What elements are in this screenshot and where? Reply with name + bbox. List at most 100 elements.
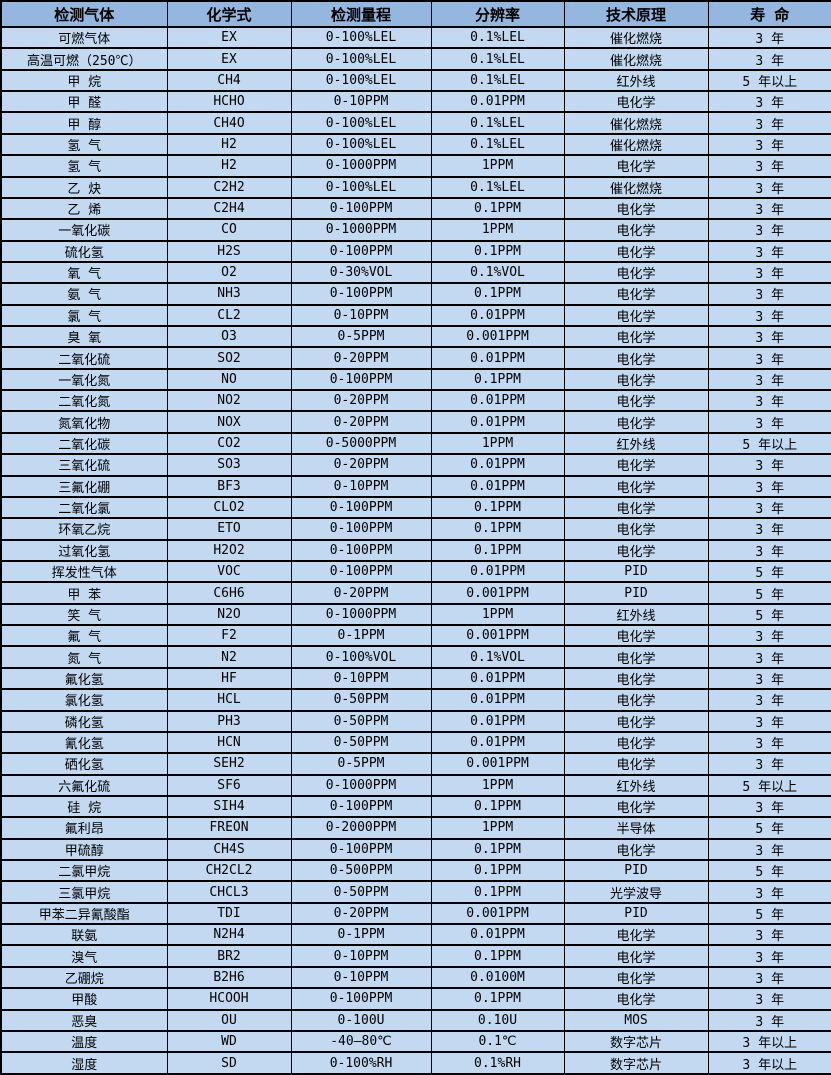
cell-life: 3 年 bbox=[707, 645, 831, 669]
cell-principle: 催化燃烧 bbox=[563, 132, 709, 157]
cell-formula: N2 bbox=[166, 645, 292, 669]
cell-formula: F2 bbox=[166, 624, 292, 648]
table-row: 一氧化碳 CO 0-1000PPM 1PPM 电化学 3 年 bbox=[0, 218, 831, 242]
cell-gas: 氟利昂 bbox=[0, 816, 168, 840]
cell-range: 0-100PPM bbox=[290, 495, 432, 520]
cell-formula: C2H4 bbox=[166, 196, 292, 221]
cell-range: 0-2000PPM bbox=[290, 816, 432, 840]
table-row: 磷化氢 PH3 0-50PPM 0.01PPM 电化学 3 年 bbox=[0, 709, 831, 733]
cell-life: 3 年 bbox=[707, 453, 831, 477]
cell-gas: 联氨 bbox=[0, 923, 168, 947]
cell-range: 0-20PPM bbox=[290, 389, 432, 413]
cell-range: 0-100%VOL bbox=[290, 645, 432, 669]
cell-range: 0-10PPM bbox=[290, 666, 432, 691]
table-row: 二氧化氮 NO2 0-20PPM 0.01PPM 电化学 3 年 bbox=[0, 389, 831, 413]
cell-resolution: 1PPM bbox=[430, 154, 565, 178]
cell-principle: 电化学 bbox=[563, 260, 709, 285]
cell-gas: 乙硼烷 bbox=[0, 965, 168, 990]
cell-formula: HCL bbox=[166, 688, 292, 712]
cell-range: 0-5PPM bbox=[290, 325, 432, 349]
cell-resolution: 0.1PPM bbox=[430, 239, 565, 263]
cell-formula: OU bbox=[166, 1008, 292, 1032]
cell-life: 3 年 bbox=[707, 965, 831, 990]
cell-resolution: 0.01PPM bbox=[430, 666, 565, 691]
cell-formula: CH4O bbox=[166, 111, 292, 135]
cell-gas: 挥发性气体 bbox=[0, 559, 168, 584]
cell-principle: 半导体 bbox=[563, 816, 709, 840]
table-row: 环氧乙烷 ETO 0-100PPM 0.1PPM 电化学 3 年 bbox=[0, 517, 831, 541]
table-row: 乙硼烷 B2H6 0-10PPM 0.0100M 电化学 3 年 bbox=[0, 965, 831, 990]
cell-principle: 电化学 bbox=[563, 688, 709, 712]
cell-gas: 高温可燃（250℃） bbox=[0, 47, 168, 71]
cell-range: 0-100PPM bbox=[290, 517, 432, 541]
cell-principle: 电化学 bbox=[563, 346, 709, 370]
cell-life: 5 年 bbox=[707, 581, 831, 605]
cell-principle: 催化燃烧 bbox=[563, 111, 709, 135]
cell-formula: NO2 bbox=[166, 389, 292, 413]
cell-principle: 电化学 bbox=[563, 196, 709, 221]
cell-principle: 红外线 bbox=[563, 431, 709, 456]
cell-gas: 二氧化硫 bbox=[0, 346, 168, 370]
column-header-formula: 化学式 bbox=[166, 0, 292, 28]
cell-range: 0-10PPM bbox=[290, 303, 432, 328]
cell-resolution: 0.0100M bbox=[430, 965, 565, 990]
cell-life: 3 年 bbox=[707, 111, 831, 135]
cell-resolution: 0.1PPM bbox=[430, 858, 565, 883]
cell-range: 0-1PPM bbox=[290, 624, 432, 648]
cell-life: 3 年 bbox=[707, 218, 831, 242]
cell-principle: 电化学 bbox=[563, 474, 709, 498]
cell-formula: SD bbox=[166, 1051, 292, 1075]
table-row: 甲 苯 C6H6 0-20PPM 0.001PPM PID 5 年 bbox=[0, 581, 831, 605]
cell-formula: CLO2 bbox=[166, 495, 292, 520]
cell-life: 3 年 bbox=[707, 666, 831, 691]
cell-principle: PID bbox=[563, 581, 709, 605]
cell-resolution: 0.1℃ bbox=[430, 1029, 565, 1054]
cell-resolution: 0.1%VOL bbox=[430, 645, 565, 669]
cell-formula: HCHO bbox=[166, 90, 292, 114]
table-row: 湿度 SD 0-100%RH 0.1%RH 数字芯片 3 年以上 bbox=[0, 1051, 831, 1075]
cell-life: 5 年 bbox=[707, 559, 831, 584]
cell-formula: TDI bbox=[166, 901, 292, 926]
cell-gas: 二氧化氯 bbox=[0, 495, 168, 520]
cell-resolution: 0.01PPM bbox=[430, 90, 565, 114]
cell-gas: 可燃气体 bbox=[0, 25, 168, 50]
header-row: 检测气体 化学式 检测量程 分辨率 技术原理寿 命 bbox=[0, 0, 831, 28]
cell-gas: 硒化氢 bbox=[0, 752, 168, 776]
cell-principle: 电化学 bbox=[563, 987, 709, 1011]
table-row: 笑 气 N2O 0-1000PPM 1PPM 红外线 5 年 bbox=[0, 602, 831, 627]
cell-life: 3 年 bbox=[707, 517, 831, 541]
table-row: 三氟化硼 BF3 0-10PPM 0.01PPM 电化学 3 年 bbox=[0, 474, 831, 498]
table-row: 甲 醇 CH4O 0-100%LEL 0.1%LEL 催化燃烧 3 年 bbox=[0, 111, 831, 135]
table-row: 溴气 BR2 0-10PPM 0.1PPM 电化学 3 年 bbox=[0, 944, 831, 968]
cell-formula: WD bbox=[166, 1029, 292, 1054]
cell-range: 0-5PPM bbox=[290, 752, 432, 776]
cell-life: 3 年 bbox=[707, 154, 831, 178]
cell-resolution: 1PPM bbox=[430, 431, 565, 456]
cell-formula: C2H2 bbox=[166, 175, 292, 199]
cell-range: 0-100PPM bbox=[290, 367, 432, 392]
cell-resolution: 0.001PPM bbox=[430, 901, 565, 926]
cell-principle: 催化燃烧 bbox=[563, 25, 709, 50]
cell-life: 3 年 bbox=[707, 474, 831, 498]
cell-formula: B2H6 bbox=[166, 965, 292, 990]
cell-life: 5 年以上 bbox=[707, 68, 831, 93]
cell-life: 3 年 bbox=[707, 90, 831, 114]
cell-resolution: 1PPM bbox=[430, 602, 565, 627]
cell-life: 3 年 bbox=[707, 1008, 831, 1032]
cell-range: 0-100PPM bbox=[290, 559, 432, 584]
cell-principle: 红外线 bbox=[563, 68, 709, 93]
cell-gas: 氮 气 bbox=[0, 645, 168, 669]
cell-resolution: 0.01PPM bbox=[430, 474, 565, 498]
cell-formula: H2 bbox=[166, 154, 292, 178]
cell-gas: 二氯甲烷 bbox=[0, 858, 168, 883]
cell-range: 0-10PPM bbox=[290, 90, 432, 114]
column-header-gas: 检测气体 bbox=[0, 0, 168, 28]
cell-life: 3 年 bbox=[707, 25, 831, 50]
cell-formula: VOC bbox=[166, 559, 292, 584]
table-row: 六氟化硫 SF6 0-1000PPM 1PPM 红外线 5 年以上 bbox=[0, 773, 831, 797]
table-row: 挥发性气体 VOC 0-100PPM 0.01PPM PID 5 年 bbox=[0, 559, 831, 584]
cell-range: 0-1000PPM bbox=[290, 218, 432, 242]
cell-formula: ETO bbox=[166, 517, 292, 541]
cell-formula: CHCL3 bbox=[166, 880, 292, 904]
cell-range: 0-100%LEL bbox=[290, 47, 432, 71]
